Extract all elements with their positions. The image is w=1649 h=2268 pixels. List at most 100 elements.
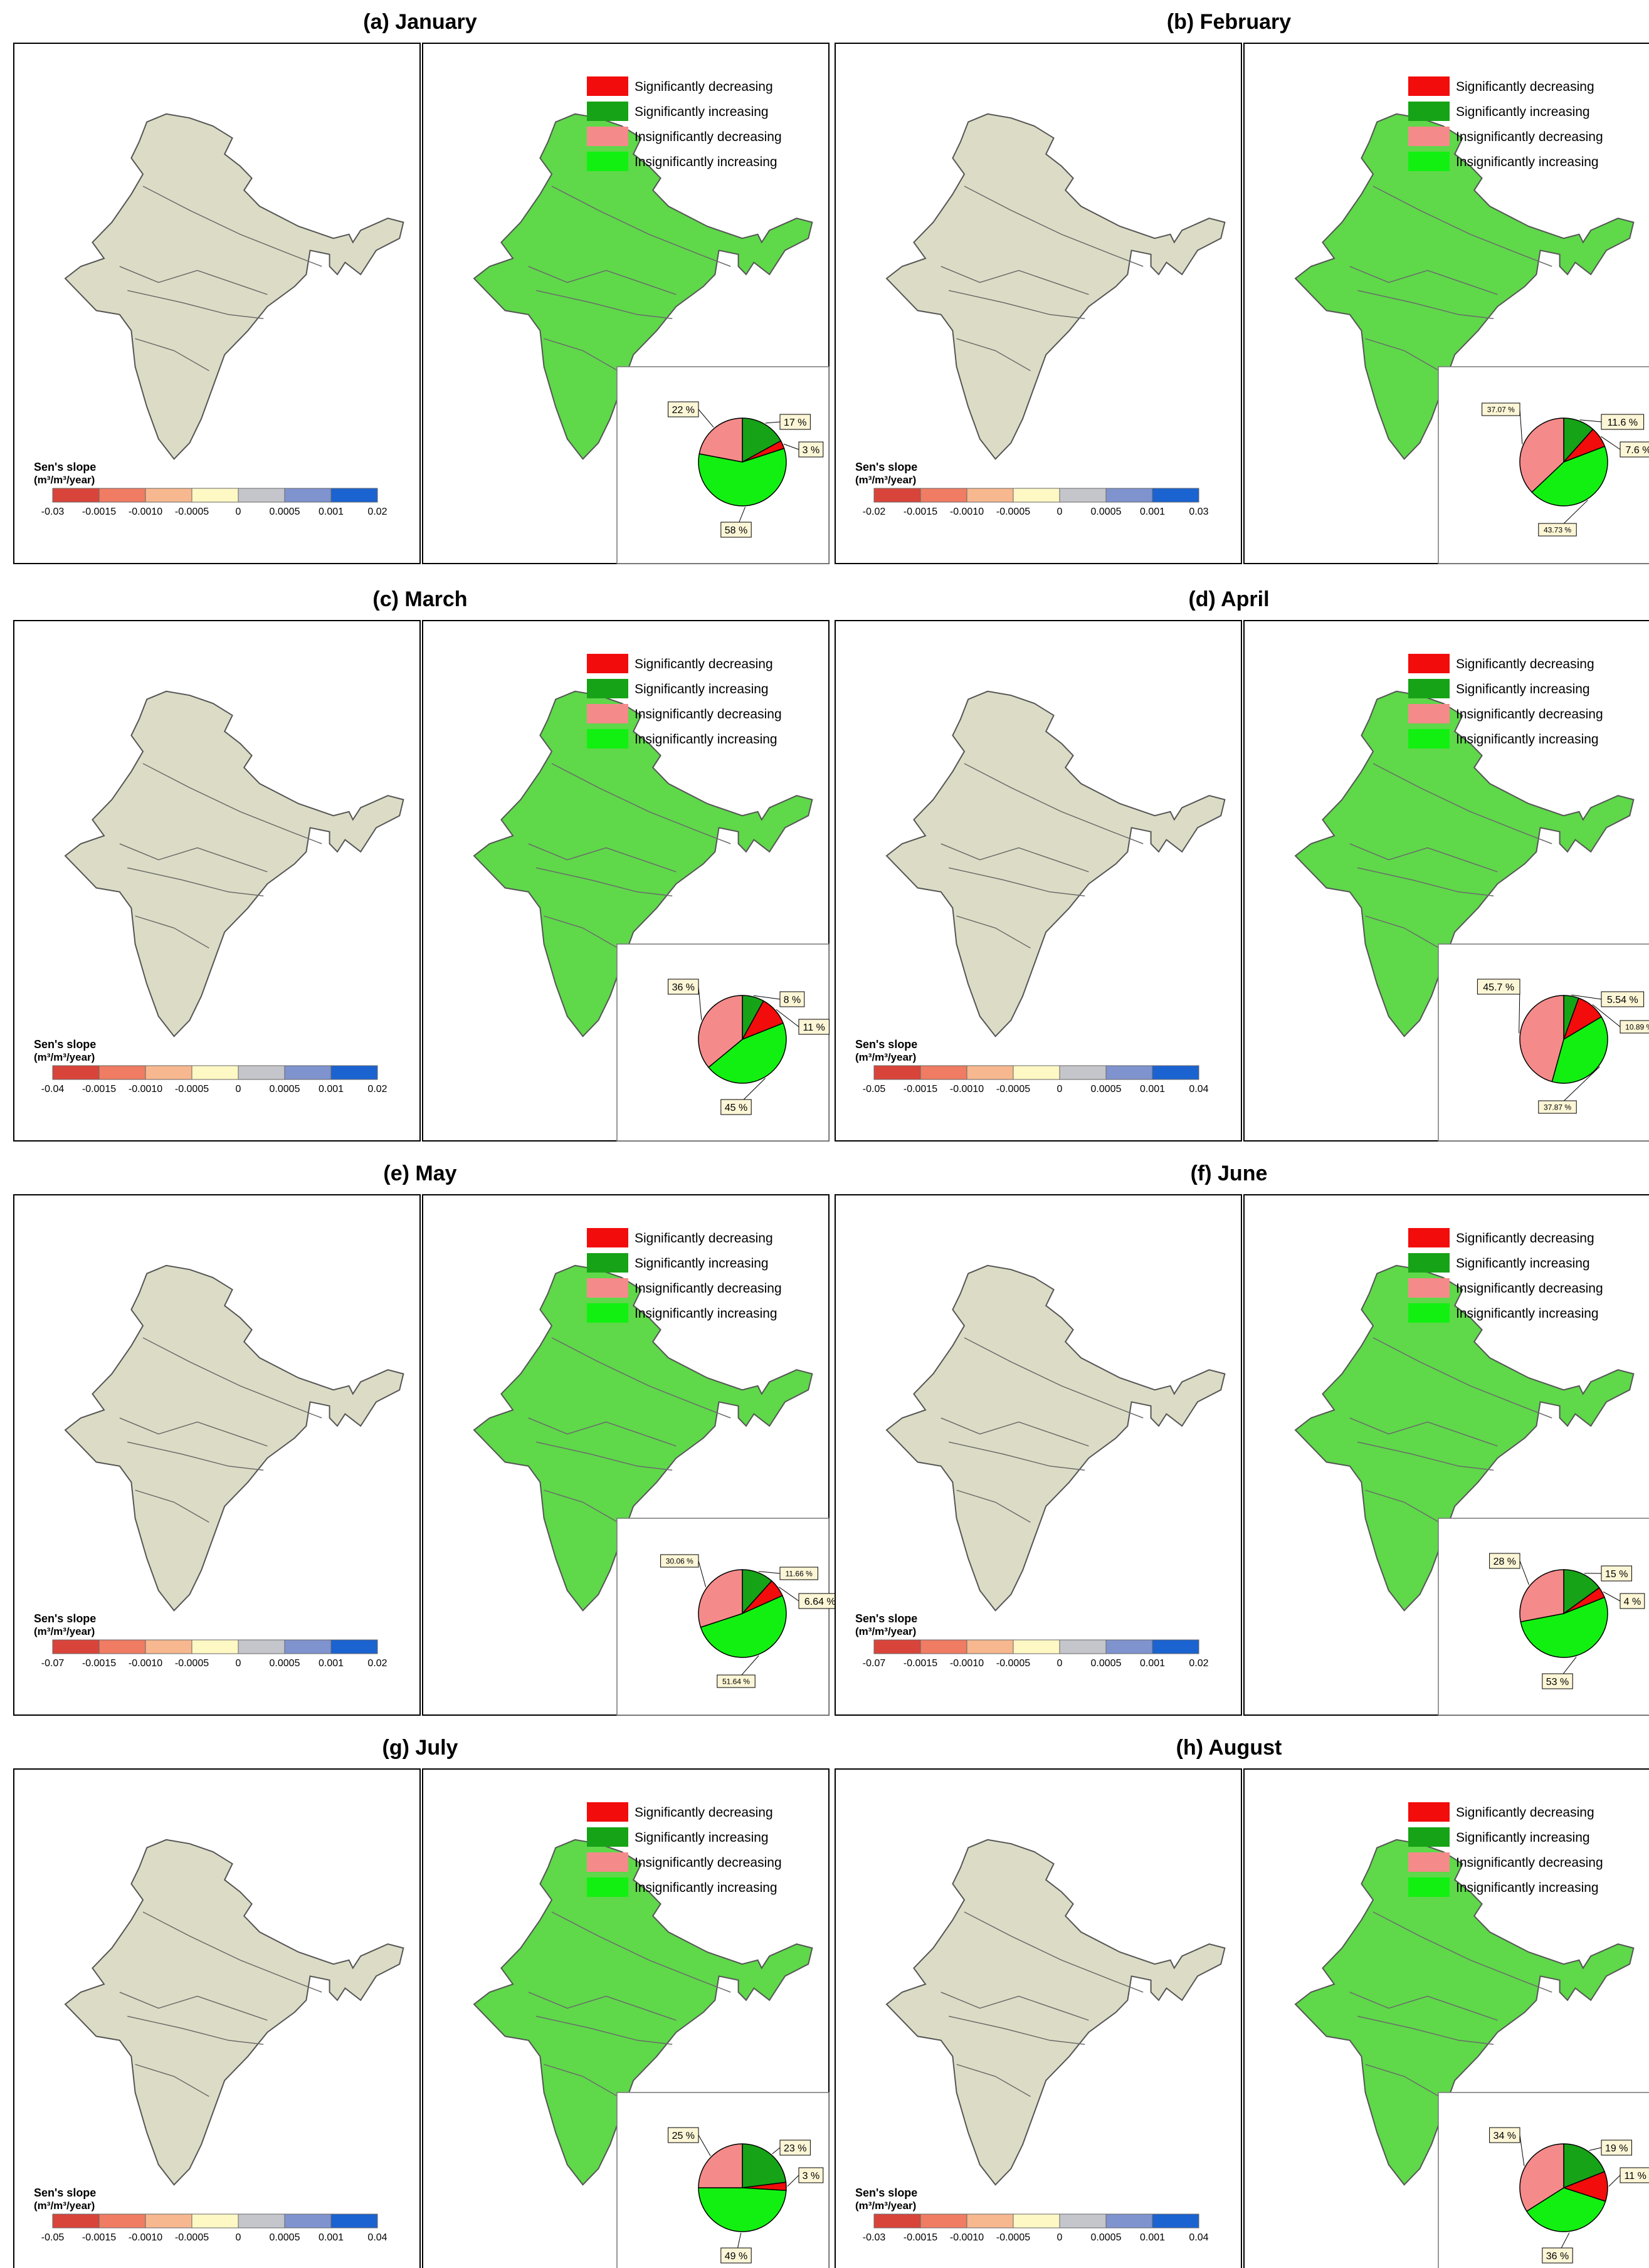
pie-label: 45.7 % bbox=[1483, 982, 1514, 993]
pie-label-box bbox=[798, 1593, 842, 1609]
pie-leader-line bbox=[1557, 1066, 1600, 1108]
category-legend-swatch bbox=[587, 152, 628, 171]
slope-scale-tick: 0 bbox=[236, 2232, 241, 2243]
pie-label: 51.64 % bbox=[722, 1677, 750, 1686]
slope-scale-tick: 0.001 bbox=[319, 1084, 344, 1095]
month-panel: (f) June Sen's slope(m³/m³/year) -0.07 -0.0… bbox=[835, 1162, 1649, 1716]
category-legend-label: Insignificantly decreasing bbox=[1456, 130, 1603, 144]
slope-scale-swatch bbox=[1013, 2213, 1060, 2229]
slope-scale-tick: -0.0015 bbox=[82, 1658, 116, 1669]
slope-scale-swatch bbox=[1152, 488, 1199, 503]
slope-scale-title: Sen's slope bbox=[34, 2187, 96, 2199]
category-legend-label: Significantly increasing bbox=[635, 1830, 769, 1845]
slope-scale-tick: -0.0010 bbox=[950, 1084, 984, 1095]
category-legend-label: Significantly increasing bbox=[635, 682, 769, 696]
river-line bbox=[1372, 186, 1552, 267]
panel-title: (g) July bbox=[382, 1736, 458, 1760]
category-legend-label: Significantly increasing bbox=[635, 105, 769, 119]
pie-slice bbox=[708, 1022, 787, 1084]
category-legend-label: Insignificantly increasing bbox=[635, 732, 777, 747]
pie-label: 17 % bbox=[784, 417, 806, 428]
slope-scale-swatch bbox=[238, 2213, 285, 2229]
category-legend-label: Significantly decreasing bbox=[1456, 657, 1594, 671]
month-panel: (h) August Sen's slope(m³/m³/year) -0.03 -0… bbox=[835, 1736, 1649, 2268]
pie-leader-line bbox=[1519, 2134, 1525, 2166]
india-map-outline bbox=[473, 690, 813, 1037]
slope-scale-tick: -0.0015 bbox=[904, 2232, 937, 2243]
category-legend-label: Significantly decreasing bbox=[1456, 1231, 1594, 1246]
pie-label: 58 % bbox=[725, 525, 747, 536]
pie-label-box bbox=[1601, 991, 1645, 1007]
category-legend-label: Significantly increasing bbox=[1456, 105, 1590, 119]
slope-scale-unit: (m³/m³/year) bbox=[855, 474, 916, 486]
pie-label-box bbox=[1601, 414, 1645, 430]
slope-scale-tick: -0.02 bbox=[863, 507, 886, 517]
pie-label-box bbox=[1601, 1565, 1632, 1582]
panel-title: (a) January bbox=[363, 10, 477, 34]
river-line bbox=[1357, 290, 1494, 319]
slope-scale-unit: (m³/m³/year) bbox=[34, 1051, 95, 1063]
river-line bbox=[119, 1417, 268, 1447]
river-line bbox=[964, 186, 1144, 267]
pie-label: 6.64 % bbox=[804, 1597, 836, 1607]
pie-leader-line bbox=[1519, 1560, 1529, 1585]
river-line bbox=[964, 1911, 1144, 1993]
pie-leader-line bbox=[765, 421, 781, 424]
slope-scale-tick: 0.04 bbox=[1189, 1084, 1208, 1095]
significance-map-panel: Significantly decreasing Significantly in… bbox=[1243, 43, 1649, 564]
pie-label-box bbox=[779, 414, 811, 430]
pie-label-box bbox=[720, 522, 752, 538]
category-legend-swatch bbox=[1408, 1253, 1450, 1273]
pie-slice bbox=[698, 2143, 743, 2188]
slope-scale-swatch bbox=[1152, 1065, 1199, 1080]
slope-scale-swatch bbox=[330, 1065, 378, 1080]
river-line bbox=[940, 843, 1089, 873]
pie-slice bbox=[1520, 1597, 1608, 1658]
pie-label-box bbox=[779, 991, 805, 1007]
significance-map-panel: Significantly decreasing Significantly in… bbox=[1243, 1194, 1649, 1716]
slope-scale-swatch bbox=[330, 1639, 378, 1654]
slope-scale-tick: 0.0005 bbox=[1091, 1084, 1122, 1095]
river-line bbox=[956, 338, 1031, 372]
category-legend-swatch bbox=[1408, 102, 1450, 121]
slope-scale-tick: 0 bbox=[236, 507, 241, 517]
category-legend-label: Insignificantly increasing bbox=[635, 1306, 777, 1321]
river-line bbox=[956, 915, 1031, 949]
pie-label: 43.73 % bbox=[1544, 525, 1571, 534]
slope-scale-title: Sen's slope bbox=[855, 461, 917, 473]
river-line bbox=[551, 186, 731, 267]
category-legend-swatch bbox=[587, 102, 628, 121]
pie-label: 34 % bbox=[1494, 2131, 1516, 2141]
river-line bbox=[142, 1911, 322, 1993]
pie-label: 11.66 % bbox=[786, 1569, 813, 1578]
river-line bbox=[1365, 2064, 1440, 2097]
pie-slice bbox=[698, 2187, 787, 2232]
pie-label-box bbox=[1620, 1593, 1645, 1609]
pie-leader-line bbox=[753, 995, 781, 1000]
pie-slice bbox=[698, 417, 743, 463]
slope-scale-unit: (m³/m³/year) bbox=[855, 2200, 916, 2212]
river-line bbox=[135, 338, 209, 372]
slope-scale-title: Sen's slope bbox=[34, 461, 96, 473]
slope-map-panel: Sen's slope(m³/m³/year) -0.05 -0.0015 -0.00… bbox=[13, 1768, 421, 2268]
slope-scale-swatch bbox=[1013, 488, 1060, 503]
slope-scale-tick: 0 bbox=[1057, 1658, 1063, 1669]
slope-scale-swatch bbox=[98, 2213, 146, 2229]
category-legend-label: Significantly decreasing bbox=[635, 1231, 773, 1246]
month-panel: (d) April Sen's slope(m³/m³/year) -0.05 -0.… bbox=[835, 587, 1649, 1142]
slope-scale-swatch bbox=[966, 2213, 1014, 2229]
pie-leader-line bbox=[1592, 1004, 1621, 1027]
category-legend-swatch bbox=[587, 1852, 628, 1872]
slope-scale-tick: -0.0010 bbox=[129, 2232, 162, 2243]
pie-label-box bbox=[1538, 523, 1577, 537]
category-legend-swatch bbox=[587, 704, 628, 723]
pie-label-box bbox=[1542, 1673, 1573, 1689]
india-map-outline bbox=[1294, 690, 1635, 1037]
slope-scale-tick: -0.03 bbox=[863, 2232, 886, 2243]
pie-label: 8 % bbox=[784, 995, 801, 1005]
pie-slice bbox=[1519, 2143, 1564, 2212]
slope-scale-swatch bbox=[966, 1639, 1014, 1654]
pie-label-box bbox=[798, 441, 824, 458]
slope-scale-tick: -0.0010 bbox=[129, 1084, 162, 1095]
pie-label: 19 % bbox=[1605, 2143, 1628, 2154]
